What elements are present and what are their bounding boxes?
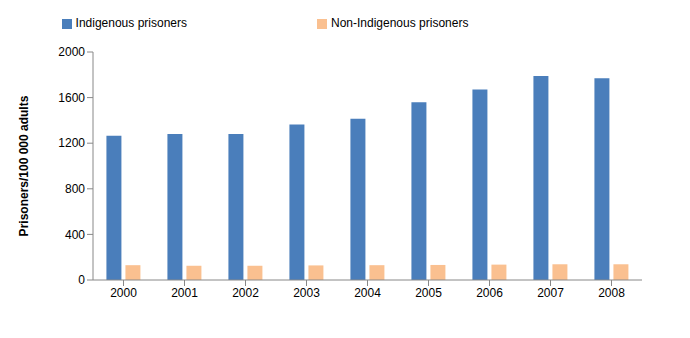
svg-text:2008: 2008 xyxy=(598,286,625,300)
svg-text:2000: 2000 xyxy=(110,286,137,300)
svg-text:2006: 2006 xyxy=(476,286,503,300)
svg-text:2000: 2000 xyxy=(58,45,85,59)
svg-text:2001: 2001 xyxy=(171,286,198,300)
html-text:Non-Indigenous prisoners: Non-Indigenous prisoners xyxy=(331,16,469,30)
svg-text:1200: 1200 xyxy=(58,136,85,150)
svg-text:2007: 2007 xyxy=(537,286,564,300)
svg-text:0: 0 xyxy=(78,273,85,287)
svg-text:2004: 2004 xyxy=(354,286,381,300)
svg-text:800: 800 xyxy=(65,182,85,196)
html-text:Indigenous prisoners: Indigenous prisoners xyxy=(75,16,187,30)
svg-text:2003: 2003 xyxy=(293,286,320,300)
svg-text:2005: 2005 xyxy=(415,286,442,300)
svg-text:Prisoners/100 000 adults: Prisoners/100 000 adults xyxy=(17,95,31,236)
svg-text:2002: 2002 xyxy=(232,286,259,300)
svg-text:400: 400 xyxy=(65,228,85,242)
svg-text:1600: 1600 xyxy=(58,91,85,105)
